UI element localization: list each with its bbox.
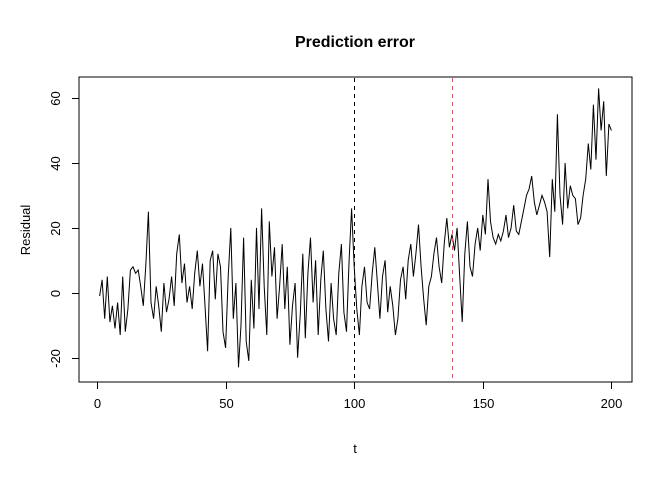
- y-tick-label: 40: [48, 156, 63, 170]
- plot-title: Prediction error: [295, 34, 415, 51]
- x-tick-label: 150: [473, 396, 495, 411]
- y-tick-label: 60: [48, 91, 63, 105]
- y-tick-label: 20: [48, 221, 63, 235]
- x-tick-label: 50: [219, 396, 233, 411]
- x-tick-label: 100: [344, 396, 366, 411]
- y-axis-ticks: -20 0 20 40 60: [48, 91, 79, 368]
- reference-lines: [354, 78, 453, 381]
- x-tick-label: 0: [94, 396, 101, 411]
- x-axis-label: t: [353, 441, 357, 456]
- y-tick-label: 0: [48, 290, 63, 297]
- y-tick-label: -20: [48, 349, 63, 368]
- residual-series-line: [99, 88, 612, 368]
- x-tick-label: 200: [601, 396, 623, 411]
- plot-box: [78, 76, 633, 383]
- y-axis-label: Residual: [18, 205, 33, 256]
- x-axis-ticks: 0 50 100 150 200: [94, 382, 622, 411]
